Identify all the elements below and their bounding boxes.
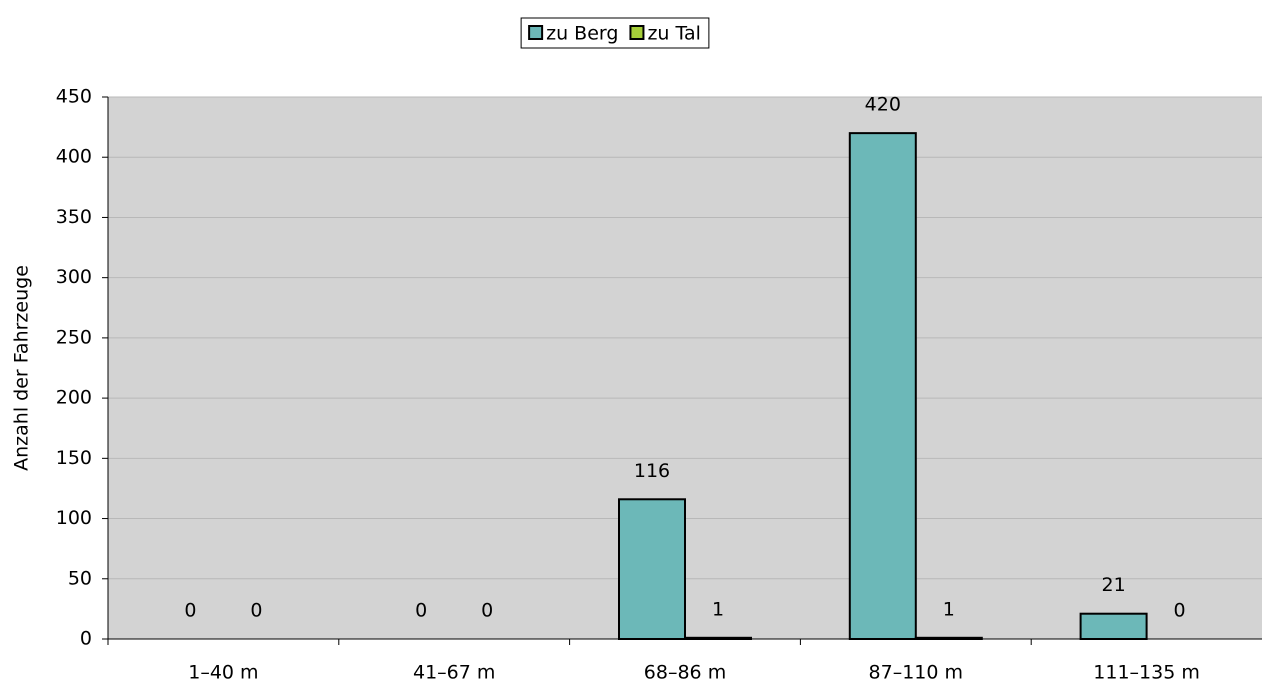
y-axis-label: Anzahl der Fahrzeuge	[11, 265, 33, 471]
data-label: 0	[415, 600, 427, 622]
x-tick-label: 87–110 m	[869, 662, 964, 684]
bar	[914, 636, 983, 640]
data-label: 1	[712, 598, 724, 620]
data-label: 420	[865, 94, 901, 116]
data-label: 0	[250, 600, 262, 622]
y-tick-label: 400	[56, 146, 92, 168]
data-label: 21	[1102, 574, 1126, 596]
legend-label: zu Tal	[647, 23, 700, 45]
y-tick-label: 300	[56, 266, 92, 288]
x-tick-label: 111–135 m	[1093, 662, 1200, 684]
y-tick-label: 50	[68, 567, 92, 589]
legend-label: zu Berg	[546, 23, 618, 45]
x-tick-label: 1–40 m	[188, 662, 258, 684]
bar	[618, 498, 686, 641]
y-tick-label: 350	[56, 206, 92, 228]
data-label: 0	[481, 600, 493, 622]
y-tick-label: 450	[56, 86, 92, 108]
legend-box	[520, 17, 710, 49]
y-tick-label: 0	[80, 628, 92, 650]
bar	[684, 636, 752, 640]
legend-swatch	[528, 25, 544, 40]
x-tick-label: 68–86 m	[644, 662, 726, 684]
y-tick-label: 200	[56, 387, 92, 409]
data-label: 0	[184, 600, 196, 622]
bar	[1079, 612, 1148, 640]
data-label: 116	[634, 460, 670, 482]
data-label: 1	[943, 598, 955, 620]
y-tick-label: 150	[56, 447, 92, 469]
bar	[848, 132, 917, 640]
legend-swatch	[629, 25, 645, 40]
x-tick-label: 41–67 m	[413, 662, 495, 684]
y-tick-label: 100	[56, 507, 92, 529]
y-tick-label: 250	[56, 326, 92, 348]
data-label: 0	[1174, 600, 1186, 622]
